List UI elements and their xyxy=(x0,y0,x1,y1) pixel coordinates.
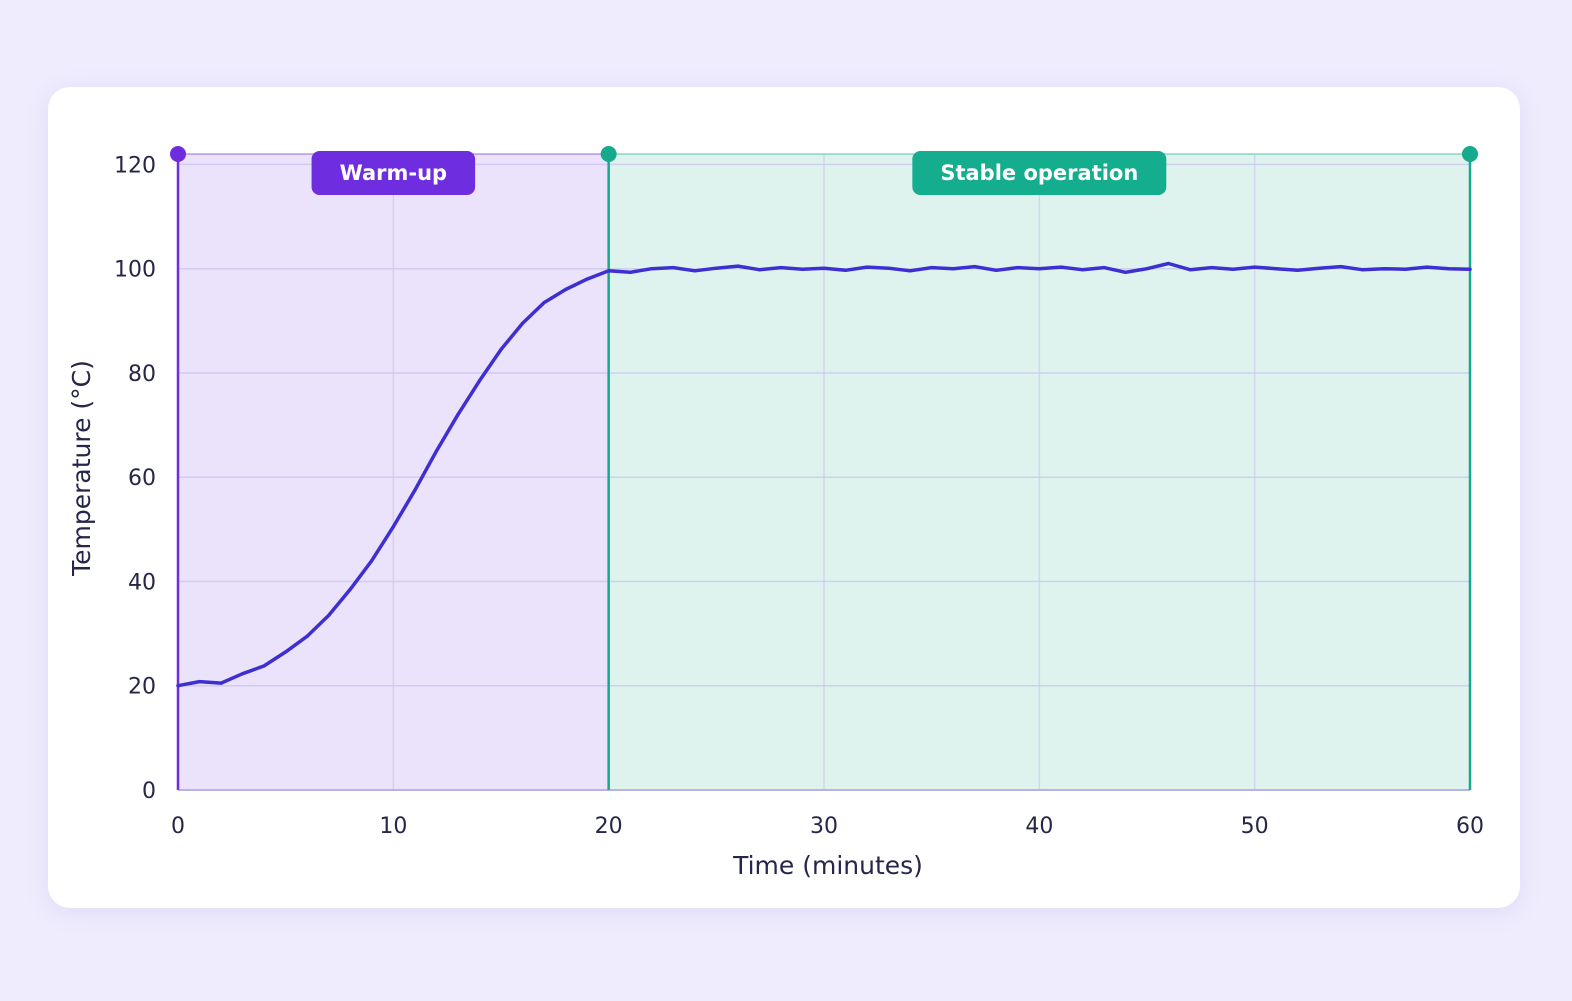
data-point xyxy=(951,267,955,271)
data-point xyxy=(1253,265,1257,269)
temperature-chart: Warm-up Stable operation 0 10 20 30 40 50 60 0 2… xyxy=(67,146,1484,880)
data-point xyxy=(1468,267,1472,271)
data-point xyxy=(693,269,697,273)
phase-badge-0: Warm-up xyxy=(311,151,476,195)
phase-badge-bg xyxy=(311,151,476,195)
x-tick-label: 10 xyxy=(379,814,407,839)
data-point xyxy=(1037,267,1041,271)
y-tick-label: 0 xyxy=(142,779,156,804)
data-point xyxy=(671,266,675,270)
data-point xyxy=(1210,266,1214,270)
data-point xyxy=(1080,268,1084,272)
phase-badge-label: Warm-up xyxy=(340,161,448,185)
x-tick-label: 30 xyxy=(810,814,838,839)
data-point xyxy=(456,413,460,417)
data-point xyxy=(1446,267,1451,271)
data-point xyxy=(305,634,309,638)
data-point xyxy=(800,267,805,271)
data-point xyxy=(1339,265,1343,269)
x-tick-label: 0 xyxy=(171,814,185,839)
y-tick-label: 100 xyxy=(114,258,156,283)
data-point xyxy=(1188,268,1192,272)
data-point xyxy=(736,264,740,268)
data-point xyxy=(908,269,912,273)
phase-boundary-dot-2 xyxy=(1462,146,1478,162)
y-tick-label: 20 xyxy=(128,675,156,700)
data-point xyxy=(348,587,352,591)
phase-badge-label: Stable operation xyxy=(940,161,1138,185)
data-point xyxy=(241,672,245,676)
phase-badges: Warm-up Stable operation xyxy=(311,151,1167,195)
y-tick-label: 40 xyxy=(128,570,156,595)
data-point xyxy=(370,559,374,563)
x-axis-ticks: 0 10 20 30 40 50 60 xyxy=(171,814,1484,839)
data-point xyxy=(930,266,934,270)
phase-boundary-dot-1 xyxy=(600,146,617,162)
data-point xyxy=(628,270,632,274)
phase-boundary-dot-0 xyxy=(170,146,186,162)
data-point xyxy=(887,266,891,270)
y-axis-ticks: 0 20 40 60 80 100 120 xyxy=(114,153,156,804)
data-point xyxy=(176,684,180,688)
y-axis-title: Temperature (°C) xyxy=(67,360,96,577)
data-point xyxy=(714,266,718,270)
data-point xyxy=(1360,268,1364,272)
x-tick-label: 60 xyxy=(1456,814,1484,839)
x-axis-title: Time (minutes) xyxy=(732,851,923,880)
data-point xyxy=(1425,265,1429,269)
data-point xyxy=(779,266,783,270)
data-point xyxy=(994,268,998,272)
series-lines xyxy=(176,261,1472,688)
phase-badge-bg xyxy=(912,151,1167,195)
data-point xyxy=(284,650,288,654)
data-point xyxy=(542,300,546,305)
data-point xyxy=(434,449,438,453)
x-tick-label: 20 xyxy=(595,814,623,839)
data-point xyxy=(1274,267,1278,271)
data-point xyxy=(843,268,848,272)
data-point xyxy=(757,268,762,272)
data-point xyxy=(650,267,654,271)
x-tick-label: 40 xyxy=(1025,814,1053,839)
data-point xyxy=(520,321,525,326)
data-point xyxy=(1059,265,1063,269)
data-point xyxy=(413,488,417,492)
y-tick-label: 60 xyxy=(128,466,156,491)
phase-badge-1: Stable operation xyxy=(912,151,1167,195)
data-point xyxy=(327,613,331,617)
data-point xyxy=(1102,266,1106,270)
data-point xyxy=(197,679,202,684)
data-point xyxy=(477,379,482,383)
data-point xyxy=(607,269,611,273)
data-point xyxy=(219,681,223,685)
data-point xyxy=(1403,267,1407,271)
y-tick-label: 80 xyxy=(128,362,156,387)
data-point xyxy=(499,347,503,352)
data-point xyxy=(865,265,869,269)
data-point xyxy=(1166,261,1171,266)
phase-boundaries xyxy=(170,146,1478,790)
data-point xyxy=(1382,267,1386,271)
data-point xyxy=(262,664,266,668)
data-point xyxy=(564,287,568,292)
data-point xyxy=(1145,267,1149,271)
data-point xyxy=(1317,266,1321,270)
chart-card: Warm-up Stable operation 0 10 20 30 40 50 60 0 2… xyxy=(48,87,1520,908)
data-point xyxy=(585,277,589,281)
y-tick-label: 120 xyxy=(114,153,156,178)
data-point xyxy=(1231,267,1235,271)
data-point xyxy=(1123,270,1128,274)
data-point xyxy=(391,525,395,529)
data-point xyxy=(973,265,977,269)
x-tick-label: 50 xyxy=(1241,814,1269,839)
data-point xyxy=(1016,266,1020,270)
data-point xyxy=(822,266,826,270)
data-point xyxy=(1296,268,1300,272)
